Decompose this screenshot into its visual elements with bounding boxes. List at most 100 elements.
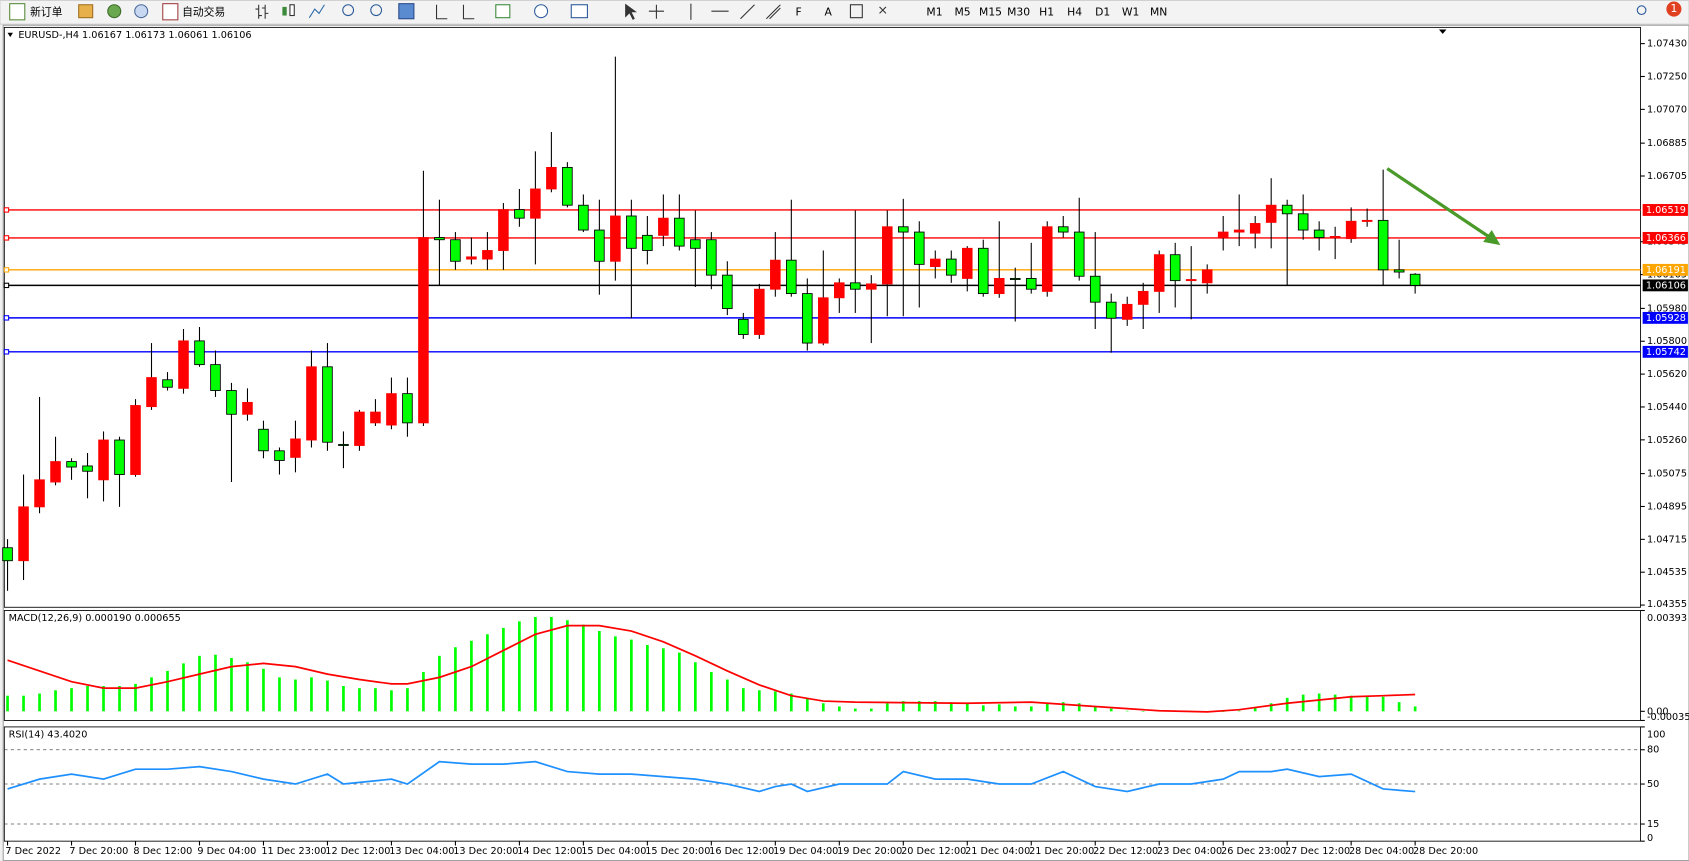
- candle-body: [1393, 269, 1405, 273]
- search-icon[interactable]: [1636, 5, 1647, 15]
- candle-body: [914, 231, 925, 265]
- price-level-marker: [3, 267, 10, 273]
- candle-body: [98, 439, 109, 481]
- candle-chart-icon[interactable]: [289, 4, 295, 17]
- price-level-marker: [3, 207, 10, 213]
- price-level-tag: [1642, 204, 1688, 216]
- candle-body: [498, 209, 509, 251]
- timeframe-button[interactable]: H1: [1039, 5, 1054, 18]
- candle-body: [578, 204, 589, 231]
- toolbar-icon[interactable]: [134, 4, 149, 19]
- cursor-icon[interactable]: [625, 3, 638, 20]
- text-icon[interactable]: A: [825, 5, 833, 18]
- candle-body: [1201, 269, 1213, 284]
- candle-body: [770, 259, 781, 290]
- x-tick-label: 28 Dec 04:00: [1349, 846, 1414, 857]
- macd-header: MACD(12,26,9) 0.000190 0.000655: [9, 613, 181, 624]
- timeframe-button[interactable]: D1: [1095, 5, 1110, 18]
- fibo-icon[interactable]: F: [795, 5, 801, 18]
- timeframe-button[interactable]: H4: [1067, 5, 1082, 18]
- indicators-icon[interactable]: [495, 4, 511, 19]
- x-tick-label: 7 Dec 2022: [5, 846, 61, 857]
- candle-body: [594, 229, 605, 262]
- channel-icon[interactable]: [765, 4, 781, 20]
- toolbar-icon[interactable]: [107, 4, 122, 19]
- tile-icon[interactable]: [398, 3, 415, 20]
- y-tick-label: 0.00: [1647, 706, 1669, 717]
- arrow-icon[interactable]: [879, 6, 887, 14]
- candle-body: [866, 283, 877, 290]
- candle-body: [450, 239, 461, 262]
- timeframe-button[interactable]: M15: [979, 5, 1002, 18]
- candle-body: [114, 439, 125, 475]
- candle-body: [18, 506, 29, 562]
- timeframe-button[interactable]: M30: [1007, 5, 1030, 18]
- toolbar-background: [0, 0, 1689, 25]
- price-level-tag: [1642, 263, 1688, 276]
- candle-body: [1265, 204, 1277, 223]
- candle-body: [1073, 231, 1085, 277]
- candle-body: [562, 166, 573, 206]
- candle-body: [194, 340, 205, 366]
- x-tick-label: 9 Dec 04:00: [197, 846, 256, 857]
- scroll-icon[interactable]: [435, 4, 448, 20]
- shift-icon[interactable]: [462, 4, 475, 20]
- timeframe-button[interactable]: M1: [926, 5, 942, 18]
- x-tick-label: 20 Dec 12:00: [901, 846, 966, 857]
- new-order-icon[interactable]: [9, 3, 26, 21]
- x-tick-label: 14 Dec 12:00: [517, 846, 582, 857]
- y-tick-label: 1.04355: [1647, 599, 1687, 610]
- timeframe-button[interactable]: M5: [954, 5, 970, 18]
- candle-body: [1377, 219, 1389, 271]
- candle-body: [1041, 226, 1053, 292]
- candle-body: [338, 443, 349, 446]
- candle-body: [434, 237, 445, 241]
- price-level-label: 1.06191: [1646, 265, 1686, 276]
- x-tick-label: 13 Dec 04:00: [389, 846, 454, 857]
- x-tick-label: 28 Dec 20:00: [1413, 846, 1478, 857]
- rsi-header: RSI(14) 43.4020: [9, 729, 88, 740]
- y-tick-label: 1.05980: [1647, 303, 1687, 314]
- periods-icon[interactable]: [534, 4, 549, 19]
- candle-body: [274, 450, 285, 461]
- candle-body: [482, 250, 493, 260]
- price-level-tag: [1642, 311, 1688, 324]
- price-level-label: 1.05742: [1646, 347, 1686, 358]
- candle-body: [993, 278, 1005, 295]
- candle-body: [290, 438, 301, 458]
- label-icon[interactable]: [849, 4, 863, 19]
- candle-chart-icon[interactable]: [282, 6, 287, 16]
- crosshair-icon[interactable]: [648, 4, 664, 19]
- line-chart-icon[interactable]: [308, 4, 325, 18]
- candle-body: [1217, 231, 1229, 238]
- candle-body: [1249, 223, 1261, 234]
- price-level-label: 1.06106: [1646, 280, 1686, 291]
- trendline-icon[interactable]: [740, 4, 755, 20]
- y-tick-label: 1.07250: [1647, 71, 1687, 82]
- candle-body: [210, 364, 221, 391]
- bar-chart-icon[interactable]: [255, 4, 269, 19]
- notification-badge[interactable]: [1666, 1, 1682, 17]
- x-tick-label: 16 Dec 12:00: [709, 846, 774, 857]
- toolbar-icon[interactable]: [78, 4, 94, 19]
- zoom-in-icon[interactable]: [342, 4, 355, 17]
- templates-icon[interactable]: [570, 4, 588, 19]
- auto-trading-button[interactable]: 自动交易: [182, 5, 225, 18]
- y-tick-label: 1.05800: [1647, 336, 1687, 347]
- auto-trading-icon[interactable]: [162, 3, 179, 21]
- timeframe-button[interactable]: W1: [1122, 5, 1140, 18]
- y-tick-label: 50: [1647, 779, 1659, 790]
- zoom-out-icon[interactable]: [370, 4, 383, 17]
- drawn-arrow-head: [1483, 230, 1501, 246]
- x-tick-label: 19 Dec 04:00: [773, 846, 838, 857]
- price-level-marker: [3, 349, 10, 355]
- candle-body: [1185, 279, 1197, 282]
- candle-body: [674, 217, 685, 247]
- notification-count: 1: [1670, 2, 1677, 15]
- new-order-button[interactable]: 新订单: [30, 5, 63, 18]
- candle-body: [242, 401, 253, 415]
- candle-body: [802, 293, 813, 344]
- candle-body: [82, 465, 93, 472]
- timeframe-button[interactable]: MN: [1150, 5, 1167, 18]
- candle-body: [514, 209, 525, 219]
